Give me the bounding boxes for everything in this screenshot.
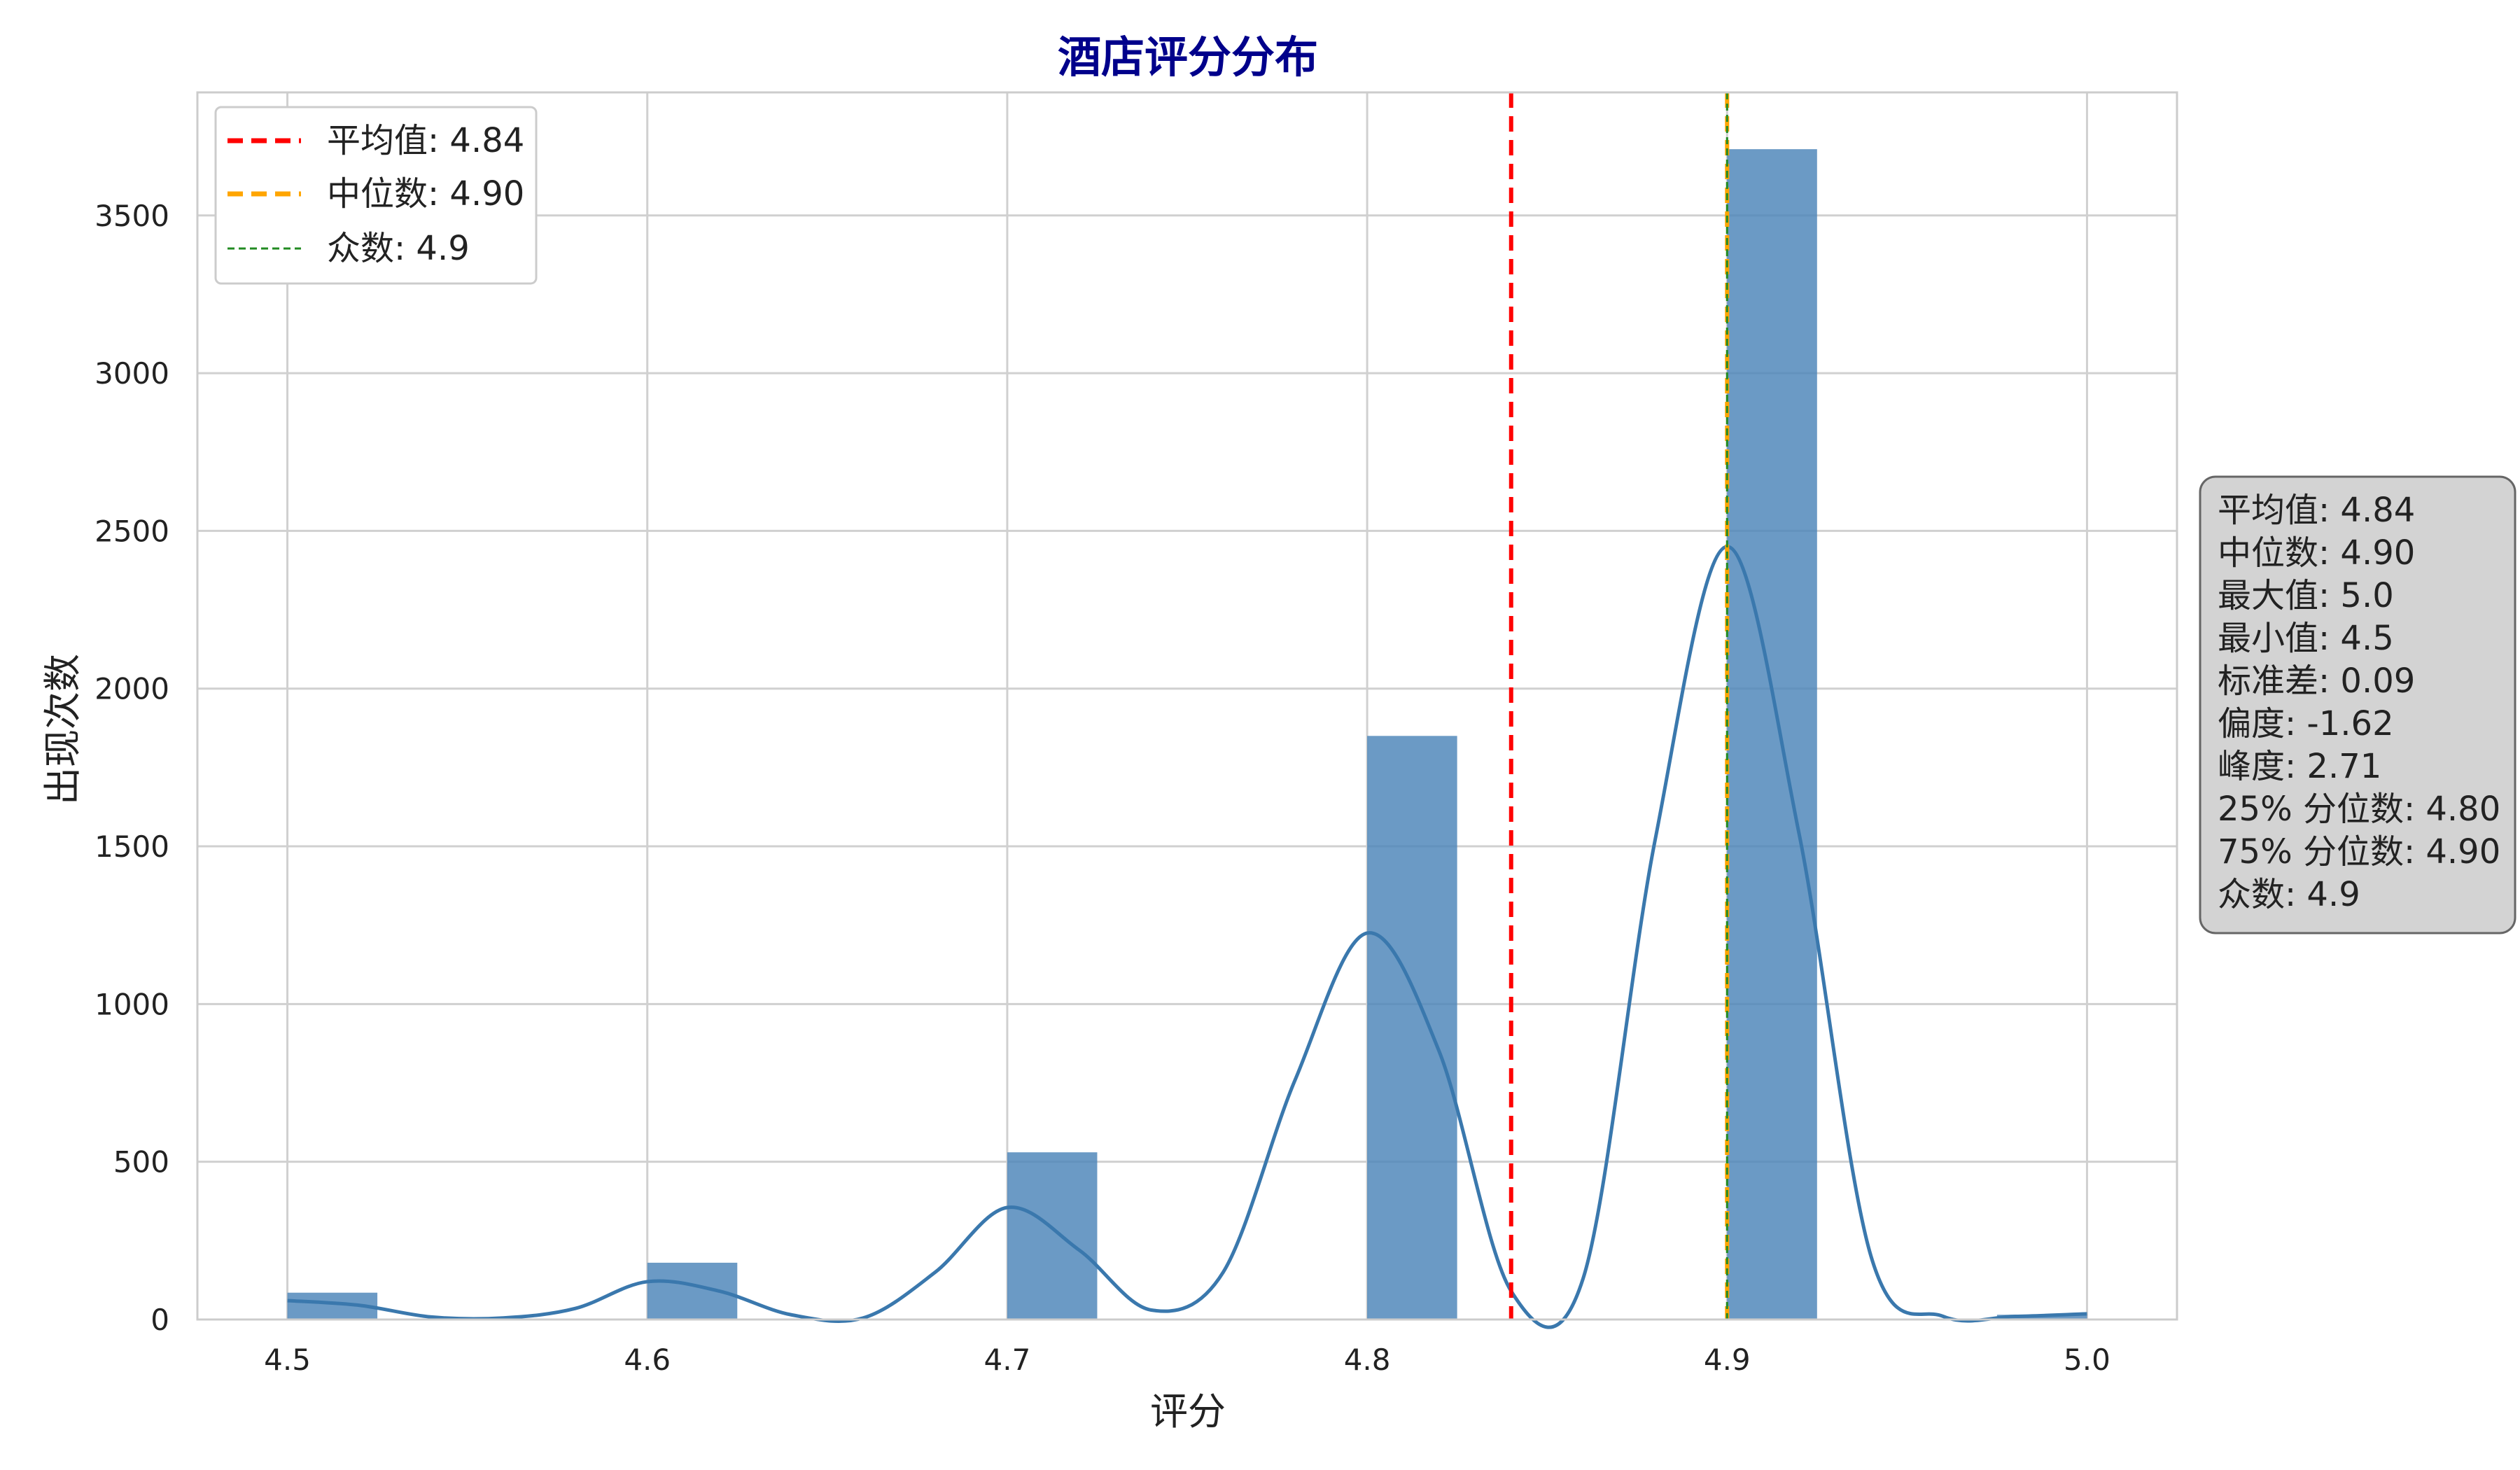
bars-layer [287, 149, 2087, 1320]
stat-min: 最小值: 4.5 [2218, 619, 2394, 658]
x-tick-labels: 4.5 4.6 4.7 4.8 4.9 5.0 [264, 1343, 2110, 1377]
legend-label-mode: 众数: 4.9 [327, 229, 470, 268]
stat-median: 中位数: 4.90 [2218, 533, 2415, 573]
statistics-box-bg [2199, 475, 2516, 934]
stat-q75: 75% 分位数: 4.90 [2218, 832, 2500, 872]
legend: 平均值: 4.84 中位数: 4.90 众数: 4.9 [214, 106, 538, 285]
x-tick-label-4: 4.9 [1704, 1343, 1751, 1377]
statistics-box: 平均值: 4.84 中位数: 4.90 最大值: 5.0 最小值: 4.5 标准… [2199, 475, 2516, 934]
stat-max: 最大值: 5.0 [2218, 576, 2394, 615]
chart-title: 酒店评分分布 [1058, 31, 1318, 83]
stat-q25: 25% 分位数: 4.80 [2218, 790, 2500, 829]
kde-layer [287, 545, 2087, 1329]
x-axis-label: 评分 [1150, 1390, 1226, 1434]
stat-mode: 众数: 4.9 [2218, 875, 2360, 914]
x-tick-label-2: 4.7 [984, 1343, 1031, 1377]
reference-lines [1508, 92, 1730, 1320]
x-tick-label-5: 5.0 [2064, 1343, 2110, 1377]
histogram-bar-2 [1007, 1152, 1098, 1320]
legend-label-median: 中位数: 4.90 [327, 174, 524, 214]
histogram-bar-4 [1727, 149, 1817, 1320]
kde-curve [287, 545, 2087, 1329]
grid-layer [197, 92, 2177, 1321]
plot-frame [196, 91, 2178, 1321]
stat-skewness: 偏度: -1.62 [2218, 704, 2394, 743]
y-tick-label-1: 500 [113, 1145, 169, 1180]
y-tick-label-2: 1000 [94, 987, 169, 1021]
stat-kurtosis: 峰度: 2.71 [2218, 747, 2381, 786]
y-tick-label-5: 2500 [94, 514, 169, 548]
y-axis-label: 出现次数 [41, 654, 85, 805]
y-tick-label-3: 1500 [94, 830, 169, 864]
stat-std: 标准差: 0.09 [2218, 662, 2415, 701]
x-tick-label-0: 4.5 [264, 1343, 311, 1377]
y-tick-label-7: 3500 [94, 199, 169, 233]
y-tick-label-4: 2000 [94, 672, 169, 706]
x-tick-label-1: 4.6 [624, 1343, 671, 1377]
x-tick-label-3: 4.8 [1344, 1343, 1391, 1377]
y-tick-label-0: 0 [150, 1303, 169, 1337]
y-tick-labels: 0 500 1000 1500 2000 2500 3000 3500 [94, 199, 169, 1337]
histogram-bar-3 [1367, 736, 1457, 1320]
legend-label-mean: 平均值: 4.84 [327, 121, 524, 160]
legend-box [214, 106, 538, 285]
stat-mean: 平均值: 4.84 [2218, 491, 2415, 530]
y-tick-label-6: 3000 [94, 356, 169, 391]
